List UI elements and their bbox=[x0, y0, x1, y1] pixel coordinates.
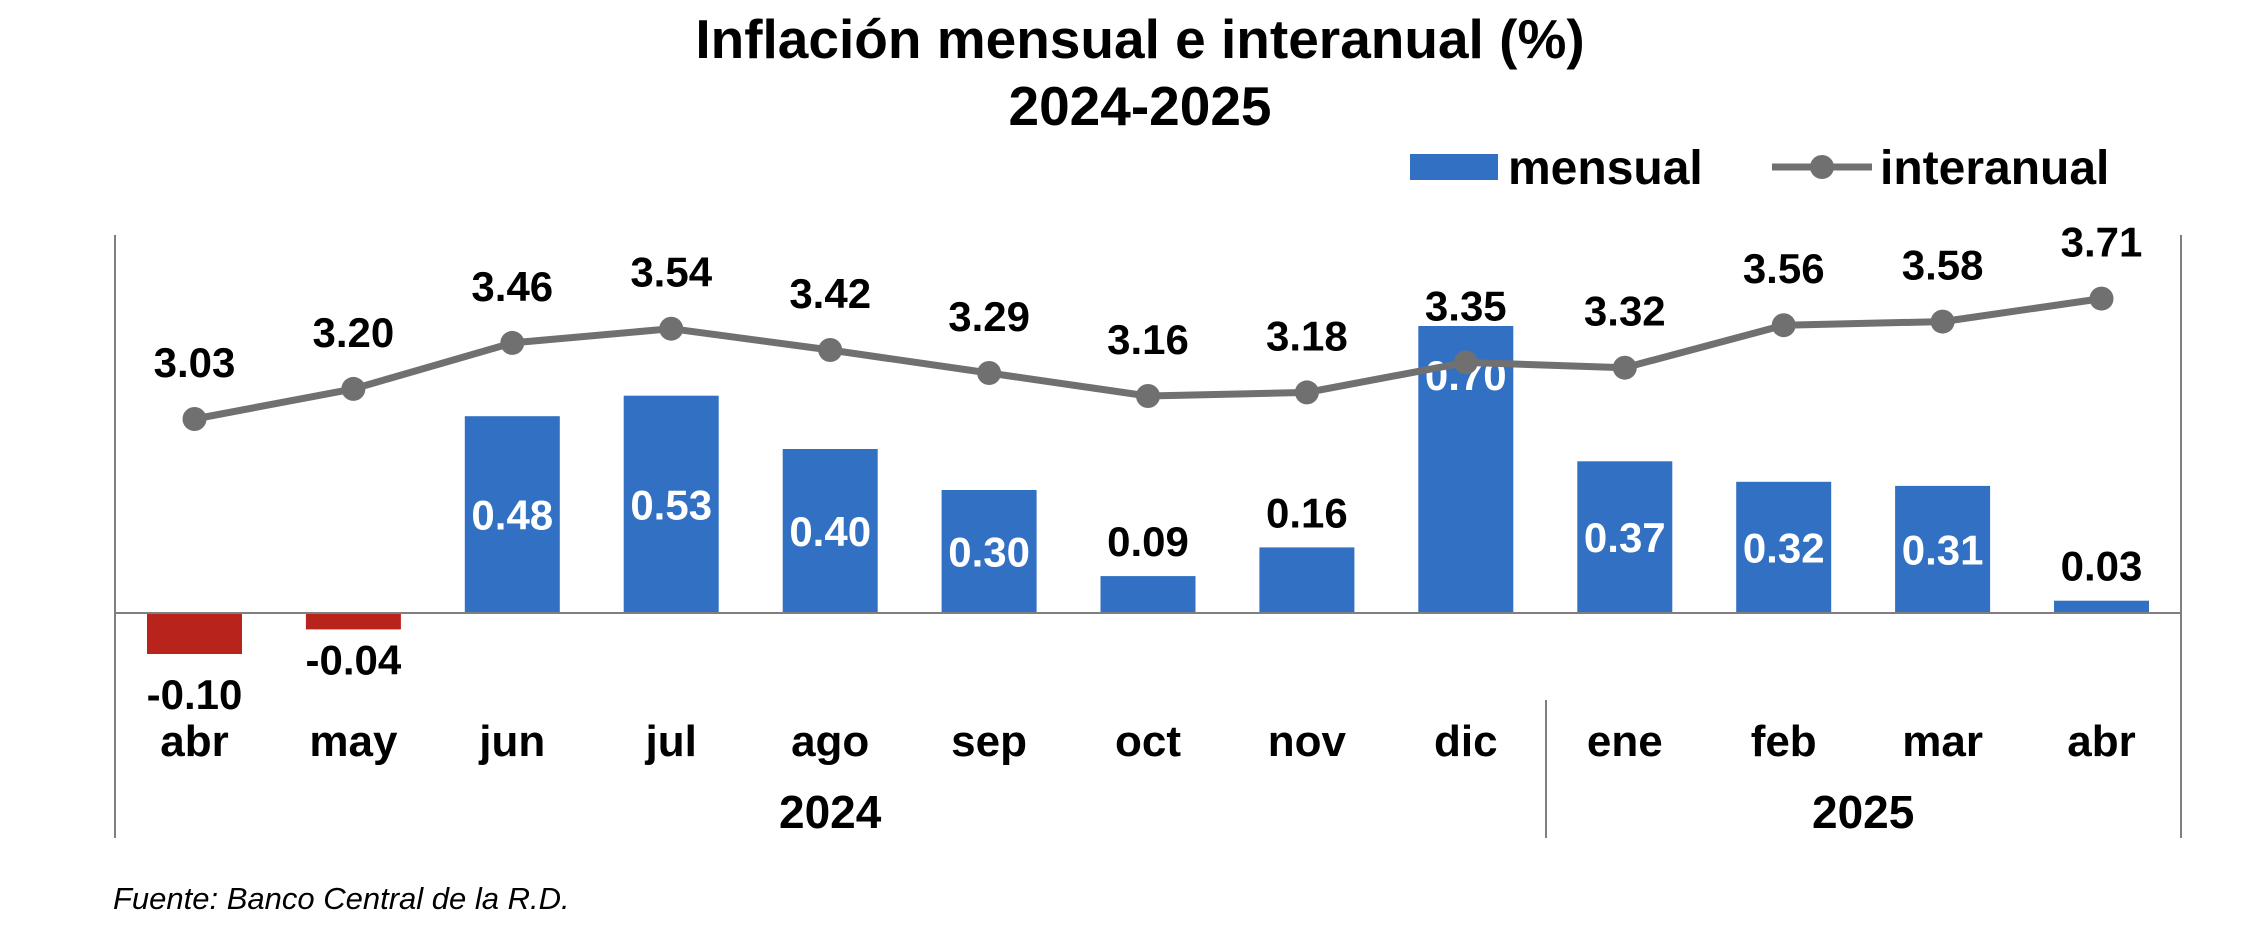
line-value-label: 3.56 bbox=[1743, 245, 1825, 292]
line-interanual-point bbox=[1294, 380, 1319, 405]
bar-mensual bbox=[464, 416, 560, 613]
bar-value-label: -0.10 bbox=[147, 671, 243, 718]
line-value-label: 3.29 bbox=[948, 293, 1030, 340]
line-interanual-point bbox=[818, 338, 843, 362]
line-interanual-point bbox=[182, 407, 207, 431]
bars-group bbox=[147, 326, 2149, 654]
line-group bbox=[182, 286, 2114, 431]
line-value-label: 3.32 bbox=[1584, 288, 1666, 335]
line-interanual-point bbox=[500, 330, 525, 355]
bar-value-label: 0.16 bbox=[1266, 489, 1348, 536]
category-label: mar bbox=[1902, 717, 1983, 766]
legend-mensual-swatch bbox=[1410, 154, 1498, 180]
year-group-label: 2025 bbox=[1812, 786, 1914, 838]
line-value-label: 3.35 bbox=[1425, 282, 1507, 329]
source-note: Fuente: Banco Central de la R.D. bbox=[113, 881, 570, 916]
line-interanual-point bbox=[1612, 355, 1637, 380]
chart-title: Inflación mensual e interanual (%) bbox=[695, 8, 1584, 70]
year-group-label: 2024 bbox=[779, 786, 882, 838]
line-value-label: 3.20 bbox=[313, 309, 395, 356]
bar-mensual bbox=[1895, 485, 1991, 613]
category-label: oct bbox=[1115, 717, 1181, 766]
category-label: dic bbox=[1434, 717, 1498, 766]
year-labels-group: 2024 2025 bbox=[779, 786, 1914, 838]
category-label: nov bbox=[1268, 717, 1347, 766]
line-interanual-point bbox=[1136, 384, 1160, 408]
bar-value-label: 0.03 bbox=[2061, 543, 2143, 590]
category-label: jun bbox=[478, 717, 545, 766]
bar-value-label: 0.09 bbox=[1107, 518, 1189, 565]
bar-mensual bbox=[623, 395, 719, 613]
bar-value-label: -0.04 bbox=[306, 636, 402, 683]
category-label: may bbox=[309, 717, 398, 766]
category-label: jul bbox=[645, 717, 697, 766]
line-interanual-point bbox=[341, 376, 366, 401]
legend-interanual-marker bbox=[1810, 155, 1834, 179]
bar-mensual bbox=[1259, 547, 1355, 613]
chart-subtitle: 2024-2025 bbox=[1008, 75, 1271, 137]
bar-mensual bbox=[305, 613, 401, 630]
legend: mensual interanual bbox=[1410, 142, 2109, 195]
bar-value-label: 0.48 bbox=[471, 492, 553, 539]
line-interanual-point bbox=[1771, 313, 1796, 338]
category-label: ene bbox=[1587, 717, 1663, 766]
bar-mensual bbox=[941, 490, 1037, 613]
line-value-label: 3.16 bbox=[1107, 316, 1189, 363]
category-label: ago bbox=[791, 717, 869, 766]
bar-value-label: 0.32 bbox=[1743, 524, 1825, 571]
line-value-label: 3.54 bbox=[630, 249, 712, 296]
line-interanual-point bbox=[1453, 350, 1478, 375]
bar-mensual bbox=[147, 613, 242, 654]
line-value-label: 3.71 bbox=[2061, 219, 2143, 266]
category-label: abr bbox=[2067, 717, 2135, 766]
bar-mensual bbox=[1100, 576, 1196, 613]
bar-value-label: 0.53 bbox=[630, 481, 712, 528]
legend-interanual-label: interanual bbox=[1880, 142, 2109, 195]
bar-mensual bbox=[1577, 461, 1673, 613]
bar-labels-group: -0.10-0.040.48 0.530.40 0.30 0.090.160.700.… bbox=[147, 352, 2143, 718]
line-value-label: 3.46 bbox=[471, 263, 553, 310]
line-interanual-point bbox=[977, 361, 1002, 385]
bar-value-label: 0.37 bbox=[1584, 514, 1666, 561]
line-labels-group: 3.03 3.20 3.46 3.54 3.42 3.29 3.16 3.18 3.35 3.32… bbox=[154, 219, 2143, 386]
bar-mensual bbox=[782, 449, 878, 613]
category-label: abr bbox=[160, 717, 228, 766]
line-value-label: 3.42 bbox=[789, 270, 871, 317]
category-label: sep bbox=[951, 717, 1027, 766]
legend-mensual-label: mensual bbox=[1508, 142, 1703, 195]
line-value-label: 3.58 bbox=[1902, 242, 1984, 289]
bar-mensual bbox=[1736, 481, 1832, 613]
category-label: feb bbox=[1751, 717, 1817, 766]
line-interanual-point bbox=[2089, 286, 2114, 311]
line-value-label: 3.03 bbox=[154, 339, 236, 386]
bar-value-label: 0.31 bbox=[1902, 527, 1984, 574]
line-interanual-point bbox=[659, 316, 684, 341]
bar-value-label: 0.40 bbox=[789, 508, 871, 555]
category-labels-group: abr may jun jul ago sep oct nov dic ene feb mar abr bbox=[160, 717, 2135, 766]
bar-value-label: 0.30 bbox=[948, 529, 1030, 576]
bar-mensual bbox=[2054, 600, 2149, 613]
line-value-label: 3.18 bbox=[1266, 312, 1348, 359]
line-interanual-point bbox=[1930, 309, 1955, 334]
